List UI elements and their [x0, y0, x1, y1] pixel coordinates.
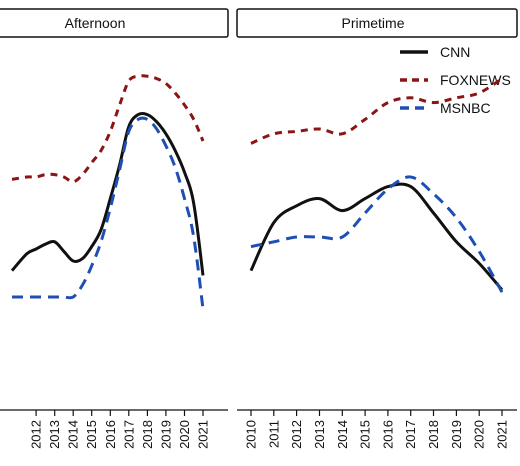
series-line-msnbc-primetime	[250, 175, 504, 293]
x-tick-label-afternoon-2014: 2014	[66, 420, 81, 449]
x-tick-label-afternoon-2016: 2016	[103, 420, 118, 449]
x-tick-label-primetime-2013: 2013	[312, 420, 327, 449]
facet-afternoon: Afternoon	[0, 8, 229, 38]
x-tick-label-primetime-2019: 2019	[449, 420, 464, 449]
x-tick-label-primetime-2015: 2015	[358, 420, 373, 449]
x-tick-label-primetime-2012: 2012	[289, 420, 304, 449]
x-tick-label-primetime-2014: 2014	[335, 420, 350, 449]
x-tick-label-afternoon-2021: 2021	[196, 420, 211, 449]
series-line-foxnews-primetime	[250, 77, 503, 145]
x-tick-label-primetime-2020: 2020	[472, 420, 487, 449]
x-tick-label-primetime-2010: 2010	[244, 420, 259, 449]
x-tick-label-primetime-2017: 2017	[403, 420, 418, 449]
legend-label-foxnews: FOXNEWS	[440, 72, 511, 88]
x-tick-label-primetime-2011: 2011	[266, 420, 281, 448]
x-tick-label-afternoon-2019: 2019	[158, 420, 173, 449]
x-tick-label-afternoon-2015: 2015	[84, 420, 99, 449]
legend-item-foxnews: FOXNEWS	[400, 72, 511, 88]
x-tick-label-afternoon-2020: 2020	[177, 420, 192, 449]
facet-primetime: Primetime	[236, 8, 518, 38]
x-tick-label-primetime-2016: 2016	[380, 420, 395, 449]
series-line-cnn-afternoon	[10, 111, 205, 276]
x-tick-label-primetime-2018: 2018	[426, 420, 441, 449]
x-tick-label-primetime-2021: 2021	[495, 420, 510, 449]
x-tick-label-afternoon-2012: 2012	[29, 420, 44, 449]
plot-layer: 2012 2013 2014 2015 2016 2017 2018 2019 2020 2021…	[10, 74, 510, 449]
series-line-msnbc-afternoon	[12, 116, 205, 310]
x-tick-label-afternoon-2013: 2013	[47, 420, 62, 449]
legend: CNN FOXNEWS MSNBC	[400, 44, 511, 116]
x-tick-label-afternoon-2018: 2018	[140, 420, 155, 449]
facet-header-primetime	[236, 8, 518, 38]
facet-title-afternoon: Afternoon	[65, 15, 126, 31]
series-line-foxnews-afternoon	[11, 74, 205, 184]
legend-item-cnn: CNN	[400, 44, 470, 60]
x-tick-label-afternoon-2017: 2017	[121, 420, 136, 449]
legend-label-cnn: CNN	[440, 44, 470, 60]
legend-item-msnbc: MSNBC	[400, 100, 491, 116]
facet-title-primetime: Primetime	[341, 15, 404, 31]
facet-header-afternoon	[0, 8, 229, 38]
series-line-cnn-primetime	[249, 182, 504, 291]
legend-label-msnbc: MSNBC	[440, 100, 491, 116]
